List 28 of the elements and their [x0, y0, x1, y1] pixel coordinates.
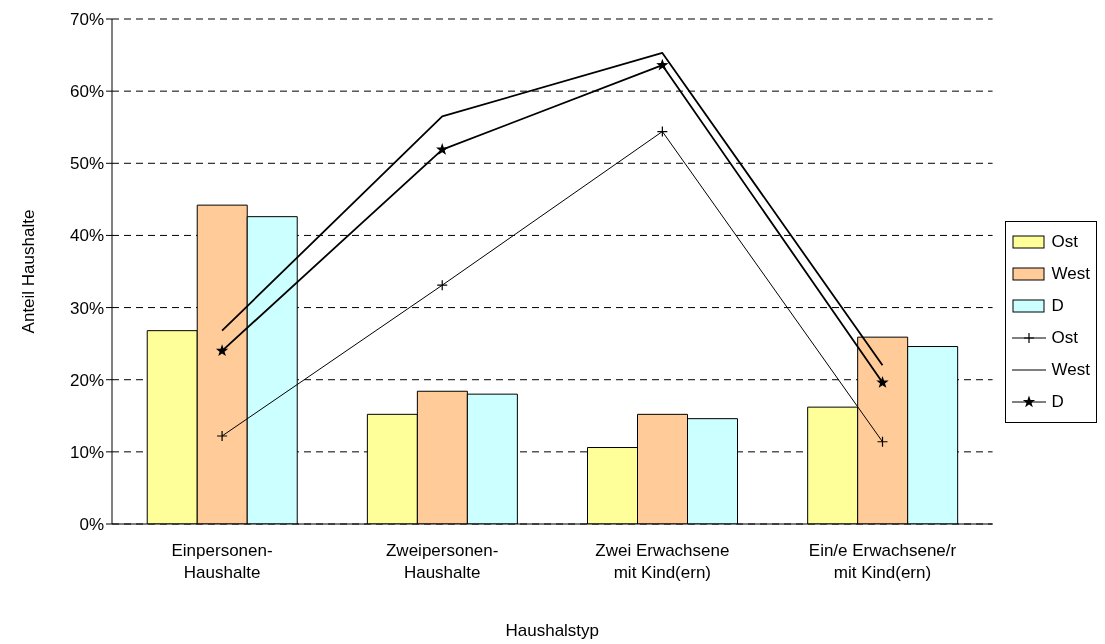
point — [876, 436, 889, 448]
y-tick-label: 60% — [69, 82, 104, 102]
y-axis-title: Anteil Haushalte — [19, 209, 39, 334]
x-tick-label: Ein/e Erwachsene/r mit Kind(ern) — [808, 541, 957, 582]
point — [876, 376, 889, 388]
x-axis-title: Haushalstyp — [505, 621, 600, 640]
legend-label: D — [1051, 392, 1064, 412]
x-tick-label: Einpersonen- Haushalte — [171, 541, 273, 582]
x-tick-label: Zweipersonen- Haushalte — [385, 541, 499, 582]
y-tick-label: 20% — [69, 370, 104, 390]
point — [215, 344, 229, 357]
legend-label: D — [1051, 296, 1064, 316]
legend-label: Ost — [1051, 232, 1079, 252]
y-tick-label: 50% — [69, 154, 104, 174]
point — [436, 279, 448, 291]
legend-label: West — [1051, 264, 1090, 284]
point — [436, 143, 449, 155]
y-tick-label: 70% — [69, 10, 104, 30]
legend-label: West — [1051, 360, 1090, 380]
legend-label: Ost — [1051, 328, 1079, 348]
point — [216, 430, 228, 442]
y-tick-label: 40% — [69, 226, 104, 246]
y-tick-label: 30% — [69, 298, 104, 318]
y-tick-label: 0% — [79, 515, 104, 535]
point — [656, 58, 669, 71]
y-tick-label: 10% — [69, 442, 104, 462]
x-tick-label: Zwei Erwachsene mit Kind(ern) — [595, 541, 730, 582]
point — [656, 125, 668, 138]
